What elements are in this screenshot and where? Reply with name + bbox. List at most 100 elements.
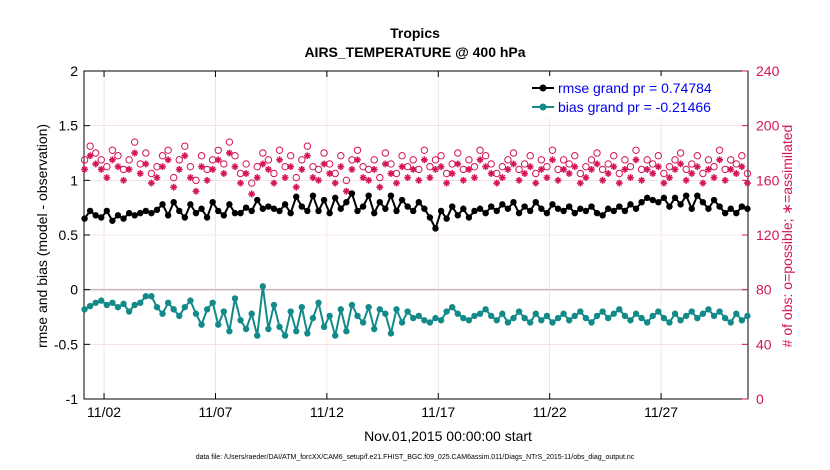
rmse-point (153, 206, 161, 214)
bias-point (604, 314, 612, 322)
rmse-point (187, 201, 194, 208)
y-tick-label: 1 (70, 172, 78, 188)
obs-assimilated-marker (504, 166, 512, 173)
obs-possible-marker (431, 156, 440, 164)
bias-point (660, 314, 668, 322)
bias-point (298, 303, 306, 311)
rmse-point (326, 209, 333, 217)
rmse-point (638, 199, 645, 206)
obs-assimilated-stroke (700, 180, 706, 186)
chart-subtitle: AIRS_TEMPERATURE @ 400 hPa (304, 44, 525, 60)
rmse-point (521, 203, 528, 210)
bias-point (705, 306, 712, 313)
obs-possible-marker (682, 165, 690, 174)
y-right-tick-label: 120 (756, 227, 780, 243)
obs-possible-marker (103, 162, 111, 171)
bias-point (220, 308, 228, 315)
obs-possible-marker (481, 152, 490, 160)
obs-assimilated-stroke (532, 180, 539, 186)
obs-assimilated-marker (666, 174, 673, 181)
rmse-point (599, 212, 606, 219)
rmse-point (309, 192, 317, 199)
y-tick-label: 1.5 (59, 118, 79, 134)
obs-possible-marker (476, 146, 484, 154)
obs-assimilated-marker (276, 156, 283, 164)
obs-assimilated-stroke (215, 156, 222, 163)
rmse-point (371, 209, 378, 217)
bias-point (170, 306, 177, 313)
obs-assimilated-marker (721, 176, 729, 184)
obs-assimilated-marker (281, 174, 289, 181)
obs-assimilated-stroke (148, 180, 155, 186)
bias-point (293, 328, 300, 335)
bias-point (92, 299, 99, 306)
obs-assimilated-marker (476, 156, 484, 164)
bias-point (449, 303, 456, 311)
legend-rmse-marker (539, 84, 547, 92)
obs-assimilated-marker (142, 160, 150, 168)
obs-assimilated-marker (515, 176, 523, 184)
rmse-point (721, 209, 729, 217)
bias-point (181, 303, 189, 311)
rmse-point (387, 192, 395, 199)
obs-assimilated-stroke (482, 163, 489, 170)
obs-assimilated-stroke (287, 163, 294, 170)
rmse-point (142, 207, 150, 215)
obs-possible-marker (398, 152, 406, 160)
rmse-point (410, 207, 417, 215)
rmse-point (655, 199, 662, 206)
obs-assimilated-stroke (432, 166, 439, 173)
obs-assimilated-marker (404, 174, 412, 181)
bias-line (84, 286, 749, 339)
obs-assimilated-marker (153, 174, 161, 181)
rmse-point (710, 196, 718, 204)
rmse-point (281, 201, 289, 208)
rmse-point (242, 204, 250, 211)
obs-assimilated-marker (643, 166, 651, 173)
obs-assimilated-stroke (415, 177, 422, 184)
obs-assimilated-marker (554, 176, 562, 184)
obs-possible-marker (498, 162, 507, 171)
bias-point (565, 317, 573, 324)
rmse-point (103, 207, 111, 215)
obs-assimilated-marker (654, 163, 662, 171)
bias-point (187, 297, 194, 304)
obs-possible-marker (654, 152, 663, 160)
rmse-point (476, 205, 484, 212)
bias-point (209, 299, 216, 306)
obs-possible-marker (621, 156, 629, 164)
bias-point (621, 312, 629, 320)
obs-assimilated-stroke (672, 166, 678, 173)
rmse-point (226, 201, 233, 208)
obs-assimilated-marker (482, 163, 490, 171)
obs-assimilated-marker (159, 163, 166, 171)
bias-point (203, 306, 211, 313)
bias-point (627, 317, 634, 324)
rmse-point (170, 199, 177, 206)
rmse-point (348, 190, 356, 197)
obs-assimilated-stroke (226, 150, 233, 156)
bias-point (125, 308, 133, 315)
obs-assimilated-stroke (610, 163, 617, 170)
obs-assimilated-marker (588, 166, 595, 173)
obs-possible-marker (181, 142, 189, 150)
rmse-point (426, 214, 434, 221)
legend-rmse-label: rmse grand pr = 0.74784 (558, 80, 712, 96)
obs-assimilated-stroke (571, 163, 578, 170)
obs-possible-marker (259, 149, 267, 157)
obs-possible-marker (337, 152, 345, 160)
bias-point (114, 303, 122, 311)
obs-assimilated-stroke (544, 174, 550, 181)
rmse-point (148, 209, 155, 217)
rmse-point (198, 205, 205, 212)
obs-assimilated-stroke (243, 170, 249, 177)
obs-possible-series (80, 138, 752, 187)
obs-assimilated-marker (231, 163, 239, 171)
obs-assimilated-stroke (237, 180, 244, 186)
bias-point (387, 330, 395, 337)
obs-assimilated-marker (632, 156, 640, 164)
obs-assimilated-stroke (488, 170, 495, 177)
rmse-point (688, 205, 695, 212)
rmse-point (354, 207, 361, 215)
bias-point (526, 319, 534, 326)
